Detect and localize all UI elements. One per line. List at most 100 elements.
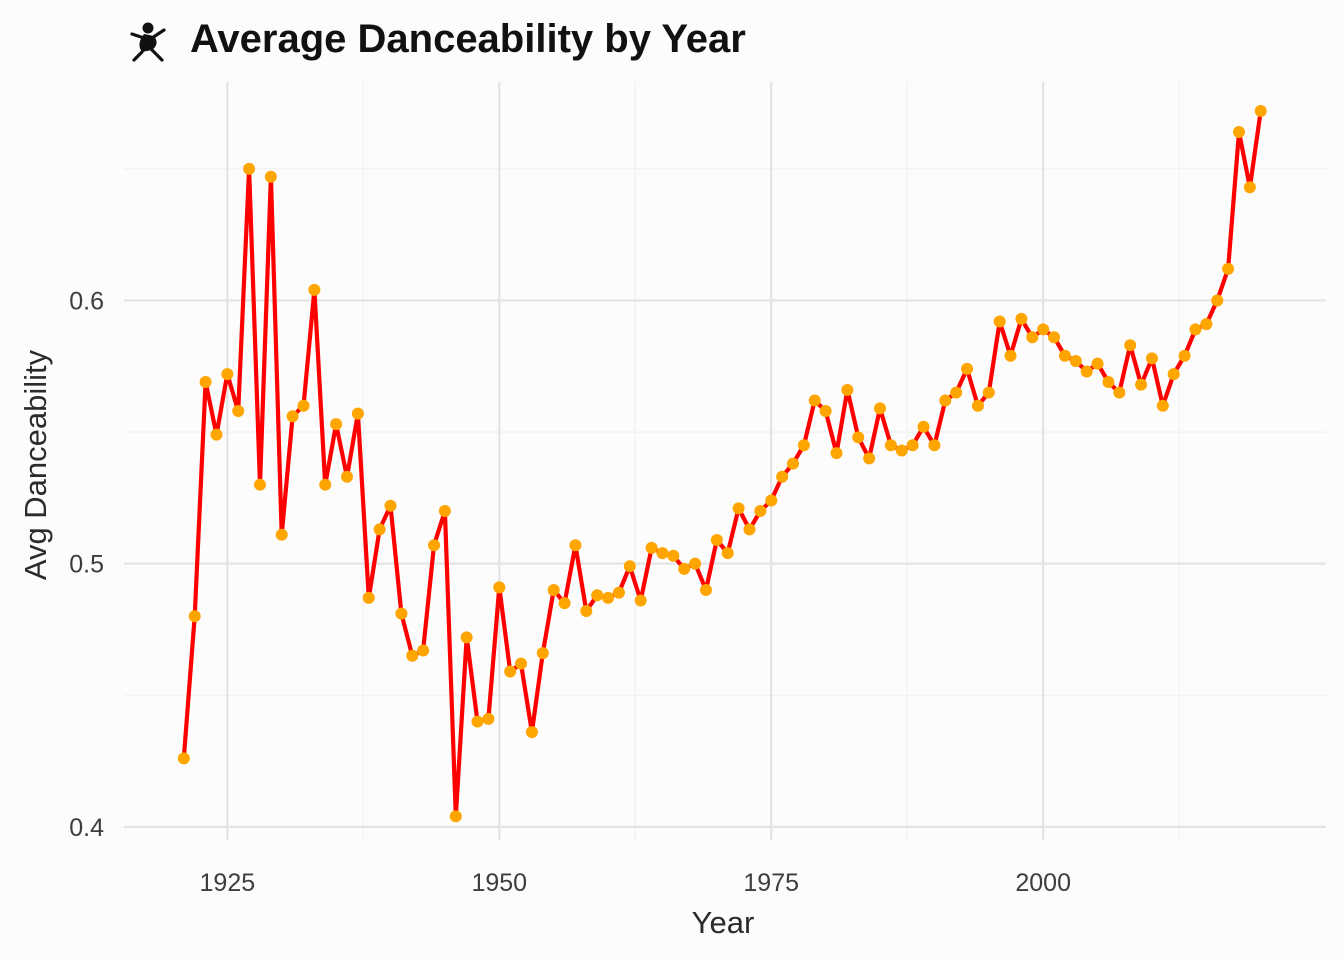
data-point	[645, 541, 658, 554]
data-point	[406, 649, 419, 662]
data-point	[819, 404, 832, 417]
data-point	[1222, 262, 1235, 275]
data-point	[340, 470, 353, 483]
data-point	[699, 583, 712, 596]
title-group: Average Danceability by Year	[130, 17, 746, 62]
data-point	[852, 431, 865, 444]
data-point	[874, 402, 887, 415]
data-point	[395, 607, 408, 620]
data-point	[950, 386, 963, 399]
data-point	[438, 505, 451, 518]
data-point	[656, 547, 669, 560]
data-point	[351, 407, 364, 420]
data-point	[362, 591, 375, 604]
data-point	[264, 170, 277, 183]
data-point	[841, 383, 854, 396]
data-point	[721, 547, 734, 560]
data-point	[308, 283, 321, 296]
data-point	[830, 447, 843, 460]
data-point	[939, 394, 952, 407]
data-point	[1102, 376, 1115, 389]
data-point	[1167, 368, 1180, 381]
data-point	[188, 610, 201, 623]
data-point	[460, 631, 473, 644]
data-point	[623, 560, 636, 573]
data-point	[765, 494, 778, 507]
dancer-icon	[130, 22, 166, 62]
data-point	[515, 657, 528, 670]
data-point	[906, 439, 919, 452]
x-tick-label: 1950	[471, 869, 527, 897]
data-point	[1091, 357, 1104, 370]
data-point	[1113, 386, 1126, 399]
gridlines	[124, 82, 1326, 840]
data-point	[917, 420, 930, 433]
data-point	[428, 539, 441, 552]
data-point	[417, 644, 430, 657]
data-point	[602, 591, 615, 604]
data-point	[536, 647, 549, 660]
data-point	[1189, 323, 1202, 336]
data-point	[547, 583, 560, 596]
data-point	[1124, 339, 1137, 352]
x-axis-title: Year	[692, 905, 755, 940]
data-point	[1048, 331, 1061, 344]
data-point	[232, 404, 245, 417]
data-point	[1037, 323, 1050, 336]
data-point	[286, 410, 299, 423]
data-point	[1232, 126, 1245, 139]
data-point	[525, 726, 538, 739]
data-point	[210, 428, 223, 441]
data-point	[667, 549, 680, 562]
data-point	[373, 523, 386, 536]
data-point	[319, 478, 332, 491]
data-point	[1254, 104, 1267, 117]
data-point	[1200, 318, 1213, 331]
data-point	[297, 399, 310, 412]
data-point	[558, 597, 571, 610]
data-point	[1004, 349, 1017, 362]
x-tick-label: 2000	[1015, 869, 1071, 897]
series-line	[181, 108, 1263, 819]
data-point	[689, 557, 702, 570]
data-point	[1211, 294, 1224, 307]
data-point	[961, 362, 974, 375]
data-point	[449, 810, 462, 823]
data-point	[384, 499, 397, 512]
y-axis-ticks: 0.4 0.5 0.6	[69, 287, 104, 841]
data-point	[1026, 331, 1039, 344]
data-point	[797, 439, 810, 452]
data-point	[786, 457, 799, 470]
data-point	[1069, 354, 1082, 367]
data-point	[1178, 349, 1191, 362]
x-tick-label: 1925	[200, 869, 256, 897]
data-point	[1156, 399, 1169, 412]
data-point	[982, 386, 995, 399]
data-point	[1080, 365, 1093, 378]
data-point	[1145, 352, 1158, 365]
x-axis-ticks: 1925 1950 1975 2000	[200, 869, 1071, 897]
data-point	[1015, 312, 1028, 325]
data-point	[482, 712, 495, 725]
data-point	[275, 528, 288, 541]
data-point	[971, 399, 984, 412]
data-point	[895, 444, 908, 457]
data-point	[612, 586, 625, 599]
data-point	[808, 394, 821, 407]
data-point	[884, 439, 897, 452]
data-point	[493, 581, 506, 594]
data-point	[928, 439, 941, 452]
data-point	[863, 452, 876, 465]
data-point	[1058, 349, 1071, 362]
data-point	[580, 605, 593, 618]
data-point	[221, 368, 234, 381]
data-point	[471, 715, 484, 728]
data-point	[678, 562, 691, 575]
data-point	[177, 752, 190, 765]
data-point	[569, 539, 582, 552]
data-point	[504, 665, 517, 678]
data-point	[776, 470, 789, 483]
y-tick-label: 0.5	[69, 551, 104, 579]
data-point	[634, 594, 647, 607]
